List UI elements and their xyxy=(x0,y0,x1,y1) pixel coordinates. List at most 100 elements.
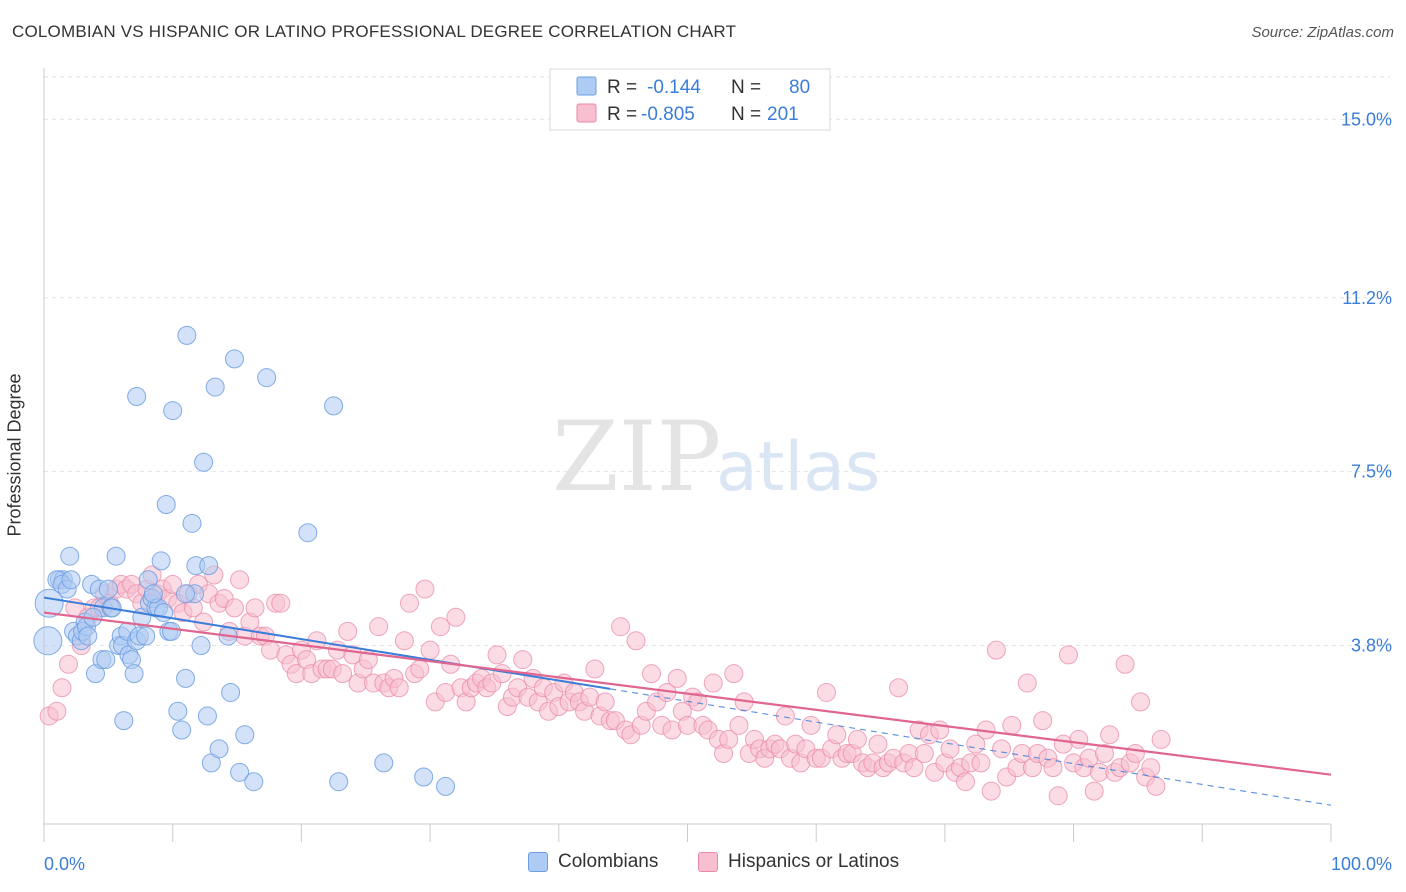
watermark-atlas: atlas xyxy=(716,428,880,507)
legend-swatch-blue xyxy=(576,76,597,96)
data-point-hispanic xyxy=(719,729,739,749)
data-point-colombian xyxy=(34,588,64,618)
data-point-hispanic xyxy=(245,598,265,618)
data-point-hispanic xyxy=(971,753,991,773)
x-tick-labels: 0.0% 100.0% xyxy=(44,854,1392,874)
data-point-colombian xyxy=(106,546,126,566)
data-point-colombian xyxy=(191,635,211,655)
data-point-hispanic xyxy=(1033,711,1053,731)
data-point-hispanic xyxy=(1084,781,1104,801)
data-point-colombian xyxy=(230,762,250,782)
data-point-hispanic xyxy=(415,579,435,599)
data-point-hispanic xyxy=(1151,729,1171,749)
data-point-hispanic xyxy=(889,678,909,698)
data-point-colombian xyxy=(209,739,229,759)
legend-n-label: N = xyxy=(731,77,761,98)
legend-swatch-pink xyxy=(576,103,597,123)
correlation-legend: R = -0.144 N = 80 R = -0.805 N = 201 xyxy=(549,68,831,131)
data-point-hispanic xyxy=(333,664,353,684)
data-point-hispanic xyxy=(1100,725,1120,745)
data-point-hispanic xyxy=(847,729,867,749)
data-point-colombian xyxy=(161,621,181,641)
watermark-zip: ZIP xyxy=(552,401,721,513)
data-point-hispanic xyxy=(394,631,414,651)
data-point-colombian xyxy=(197,706,217,726)
data-point-colombian xyxy=(61,570,81,590)
data-point-hispanic xyxy=(446,607,466,627)
data-point-hispanic xyxy=(430,617,450,637)
data-point-colombian xyxy=(127,386,147,406)
legend-r-value: -0.805 xyxy=(641,104,695,125)
data-point-colombian xyxy=(78,626,98,646)
data-point-hispanic xyxy=(410,659,430,679)
legend-r-label: R = xyxy=(607,77,637,98)
y-tick-labels: 3.8% 7.5% 11.2% 15.0% xyxy=(1341,109,1392,655)
y-tick-label: 11.2% xyxy=(1342,288,1392,308)
data-point-colombian xyxy=(156,495,176,515)
legend-n-value: 80 xyxy=(789,77,810,98)
data-point-colombian xyxy=(257,368,277,388)
data-point-colombian xyxy=(224,349,244,369)
legend-r-value: -0.144 xyxy=(647,77,701,98)
data-point-colombian xyxy=(194,452,214,472)
data-point-hispanic xyxy=(1141,758,1161,778)
data-point-colombian xyxy=(176,584,196,604)
data-point-hispanic xyxy=(492,664,512,684)
legend-swatch-colombians xyxy=(528,852,548,872)
y-tick-label: 15.0% xyxy=(1341,109,1392,129)
data-point-colombian xyxy=(60,546,80,566)
chart-title: COLOMBIAN VS HISPANIC OR LATINO PROFESSI… xyxy=(12,22,737,41)
colombian-points xyxy=(33,325,456,796)
data-point-colombian xyxy=(177,325,197,345)
series-legend: Colombians Hispanics or Latinos xyxy=(0,851,1406,879)
y-tick-label: 3.8% xyxy=(1351,635,1392,655)
x-tick-label: 100.0% xyxy=(1331,854,1392,874)
data-point-hispanic xyxy=(389,678,409,698)
data-point-hispanic xyxy=(52,678,72,698)
legend-label-colombians: Colombians xyxy=(558,851,659,872)
data-point-hispanic xyxy=(611,617,631,637)
source-label: Source: ZipAtlas.com xyxy=(1251,24,1394,41)
data-point-colombian xyxy=(114,711,134,731)
legend-r-label: R = xyxy=(607,104,637,125)
y-axis-label: Professional Degree xyxy=(4,373,25,537)
data-point-hispanic xyxy=(1043,758,1063,778)
data-point-hispanic xyxy=(1146,776,1166,796)
data-point-hispanic xyxy=(513,650,533,670)
data-point-hispanic xyxy=(1094,744,1114,764)
legend-label-hispanics: Hispanics or Latinos xyxy=(728,851,900,872)
data-point-colombian xyxy=(98,579,118,599)
data-point-colombian xyxy=(436,776,456,796)
data-point-colombian xyxy=(151,551,171,571)
trend-line-colombians xyxy=(43,596,611,690)
x-tick-label: 0.0% xyxy=(44,854,85,874)
data-point-hispanic xyxy=(703,673,723,693)
data-point-hispanic xyxy=(1017,673,1037,693)
data-point-hispanic xyxy=(729,715,749,735)
data-point-colombian xyxy=(143,584,163,604)
data-point-hispanic xyxy=(595,692,615,712)
data-point-hispanic xyxy=(641,664,661,684)
data-point-hispanic xyxy=(1048,786,1068,806)
data-point-colombian xyxy=(414,767,434,787)
data-point-colombian xyxy=(221,682,241,702)
data-point-colombian xyxy=(163,401,183,421)
data-point-hispanic xyxy=(369,617,389,637)
legend-n-value: 201 xyxy=(767,104,799,125)
watermark: ZIP atlas xyxy=(552,401,880,513)
data-point-hispanic xyxy=(420,640,440,660)
data-point-hispanic xyxy=(904,758,924,778)
data-point-colombian xyxy=(176,668,196,688)
trend-line-hispanics xyxy=(43,611,1332,776)
data-point-colombian xyxy=(324,396,344,416)
data-point-hispanic xyxy=(992,739,1012,759)
legend-swatch-hispanics xyxy=(698,852,718,872)
data-point-colombian xyxy=(199,556,219,576)
legend-item-colombians[interactable]: Colombians xyxy=(528,851,658,873)
trend-lines xyxy=(43,596,1332,806)
data-point-hispanic xyxy=(163,574,183,594)
data-point-hispanic xyxy=(724,664,744,684)
data-point-hispanic xyxy=(1125,744,1145,764)
legend-item-hispanics[interactable]: Hispanics or Latinos xyxy=(698,851,899,873)
